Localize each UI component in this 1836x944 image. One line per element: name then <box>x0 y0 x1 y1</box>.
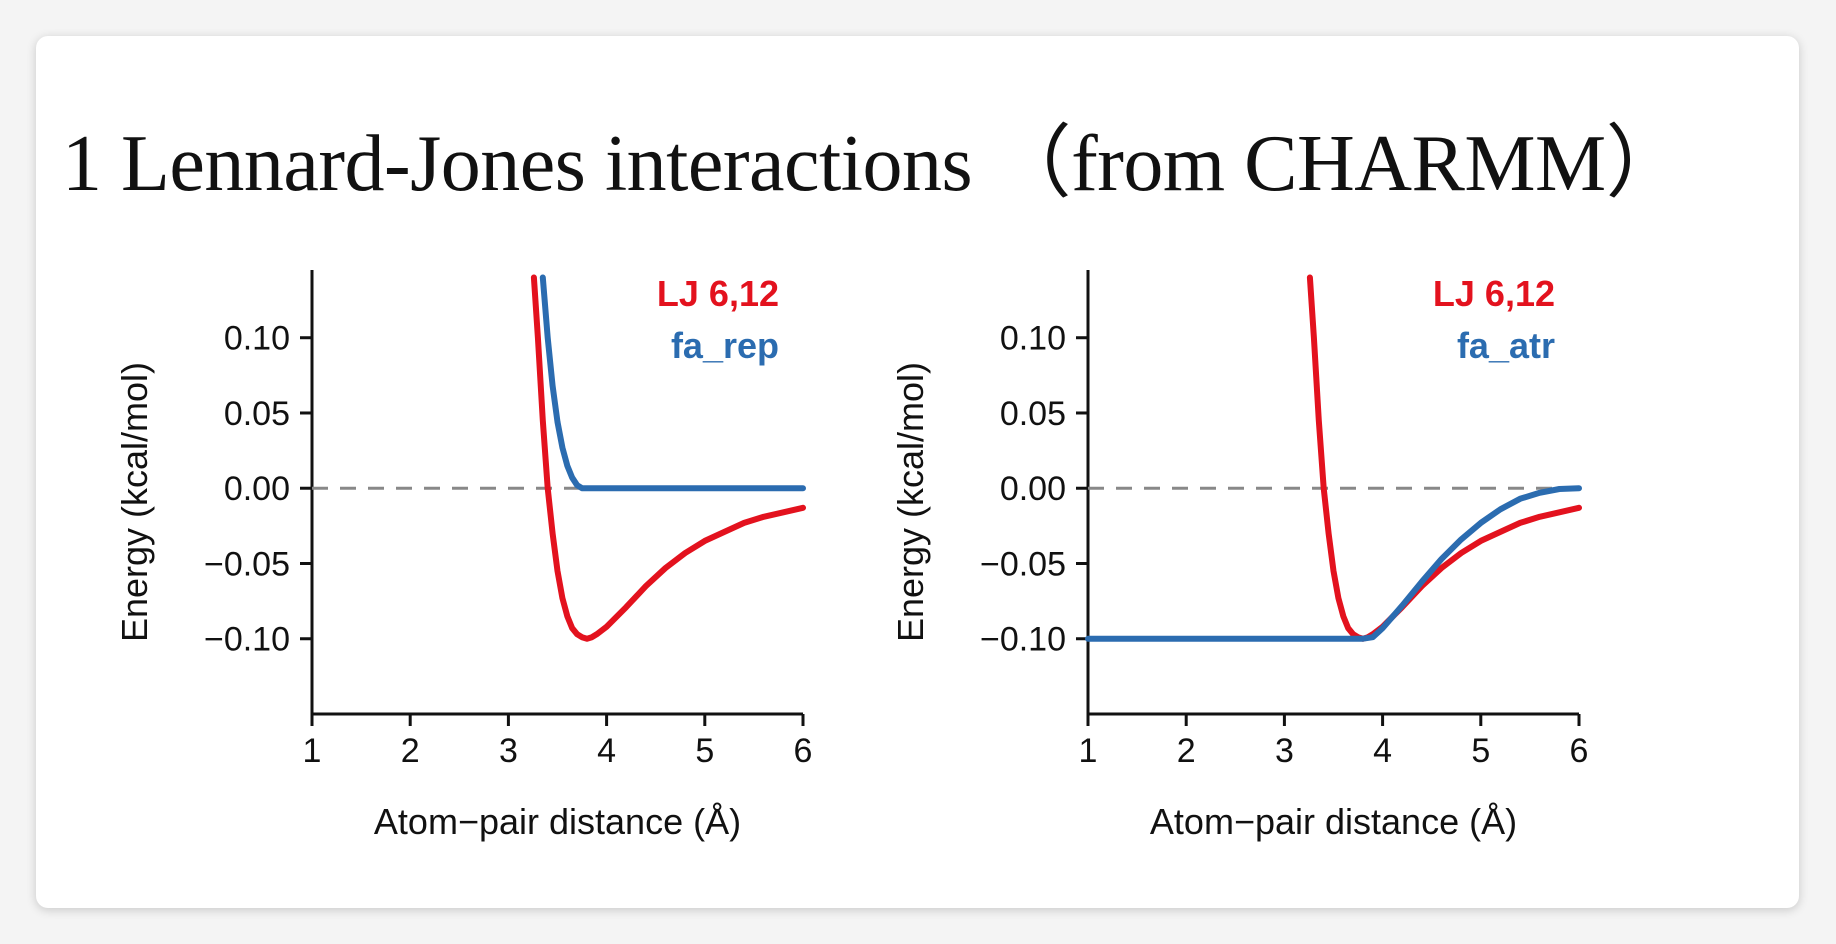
y-axis-label: Energy (kcal/mol) <box>114 362 155 642</box>
x-tick-label: 2 <box>401 732 420 770</box>
legend-entry: fa_atr <box>1457 325 1555 366</box>
y-axis-label: Energy (kcal/mol) <box>890 362 931 642</box>
x-tick-label: 4 <box>1373 732 1392 770</box>
x-tick-label: 1 <box>1079 732 1098 770</box>
x-tick-label: 3 <box>1275 732 1294 770</box>
y-tick-label: 0.10 <box>1000 320 1066 358</box>
y-tick-label: −0.10 <box>204 621 290 659</box>
series-line-fa-atr <box>1085 485 1582 642</box>
y-tick-label: 0.10 <box>224 320 290 358</box>
y-tick-label: −0.05 <box>204 545 290 583</box>
x-tick-label: 5 <box>695 732 714 770</box>
legend-entry: fa_rep <box>671 325 779 366</box>
page-title: 1 Lennard-Jones interactions （from CHARM… <box>62 120 1686 208</box>
legend-entry: LJ 6,12 <box>1433 273 1555 314</box>
x-tick-label: 1 <box>303 732 322 770</box>
x-tick-label: 3 <box>499 732 518 770</box>
x-tick-label: 6 <box>794 732 813 770</box>
y-tick-label: 0.05 <box>1000 395 1066 433</box>
y-tick-label: 0.00 <box>1000 470 1066 508</box>
x-tick-label: 4 <box>597 732 616 770</box>
y-tick-label: 0.05 <box>224 395 290 433</box>
x-tick-label: 2 <box>1177 732 1196 770</box>
x-tick-label: 6 <box>1570 732 1589 770</box>
x-tick-label: 5 <box>1471 732 1490 770</box>
x-axis-label: Atom−pair distance (Å) <box>374 801 741 842</box>
y-tick-label: −0.10 <box>980 621 1066 659</box>
x-axis-label: Atom−pair distance (Å) <box>1150 801 1517 842</box>
y-tick-label: 0.00 <box>224 470 290 508</box>
y-tick-label: −0.05 <box>980 545 1066 583</box>
series-line-lj-6-12 <box>530 274 806 642</box>
figure-card: 1 Lennard-Jones interactions （from CHARM… <box>36 36 1799 908</box>
series-line-fa-rep <box>539 274 806 492</box>
legend-entry: LJ 6,12 <box>657 273 779 314</box>
